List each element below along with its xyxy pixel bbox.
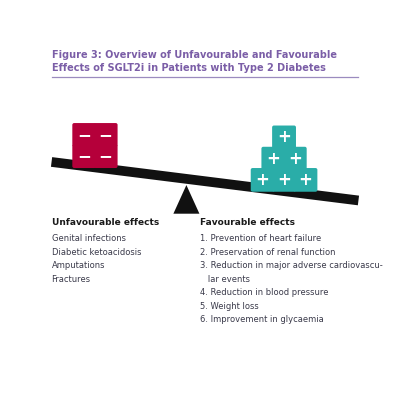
Text: +: + (277, 171, 291, 189)
Text: Genital infections: Genital infections (52, 234, 126, 243)
Text: +: + (298, 171, 312, 189)
FancyBboxPatch shape (94, 123, 118, 147)
Text: Figure 3: Overview of Unfavourable and Favourable: Figure 3: Overview of Unfavourable and F… (52, 50, 336, 60)
Text: Unfavourable effects: Unfavourable effects (52, 218, 159, 227)
Text: Favourable effects: Favourable effects (200, 218, 295, 227)
Text: 4. Reduction in blood pressure: 4. Reduction in blood pressure (200, 288, 329, 297)
FancyBboxPatch shape (272, 168, 296, 192)
Text: +: + (277, 128, 291, 146)
Text: 6. Improvement in glycaemia: 6. Improvement in glycaemia (200, 315, 324, 324)
Polygon shape (173, 185, 200, 214)
Text: −: − (77, 147, 91, 165)
FancyBboxPatch shape (251, 168, 274, 192)
Text: +: + (266, 150, 280, 168)
Text: 5. Weight loss: 5. Weight loss (200, 302, 259, 311)
Text: 2. Preservation of renal function: 2. Preservation of renal function (200, 248, 336, 256)
Text: 1. Prevention of heart failure: 1. Prevention of heart failure (200, 234, 322, 243)
Text: Diabetic ketoacidosis: Diabetic ketoacidosis (52, 248, 141, 256)
Text: −: − (99, 147, 112, 165)
FancyBboxPatch shape (283, 147, 307, 170)
FancyBboxPatch shape (262, 147, 285, 170)
Text: +: + (288, 150, 302, 168)
Text: −: − (77, 126, 91, 144)
Text: Effects of SGLT2i in Patients with Type 2 Diabetes: Effects of SGLT2i in Patients with Type … (52, 63, 326, 73)
Text: 3. Reduction in major adverse cardiovascu-: 3. Reduction in major adverse cardiovasc… (200, 261, 383, 270)
FancyBboxPatch shape (294, 168, 317, 192)
FancyBboxPatch shape (272, 126, 296, 149)
Text: −: − (99, 126, 112, 144)
Text: Amputations: Amputations (52, 261, 105, 270)
Text: +: + (256, 171, 270, 189)
FancyBboxPatch shape (72, 123, 96, 147)
Text: lar events: lar events (200, 275, 250, 284)
FancyBboxPatch shape (94, 144, 118, 168)
FancyBboxPatch shape (72, 144, 96, 168)
Text: Fractures: Fractures (52, 275, 91, 284)
